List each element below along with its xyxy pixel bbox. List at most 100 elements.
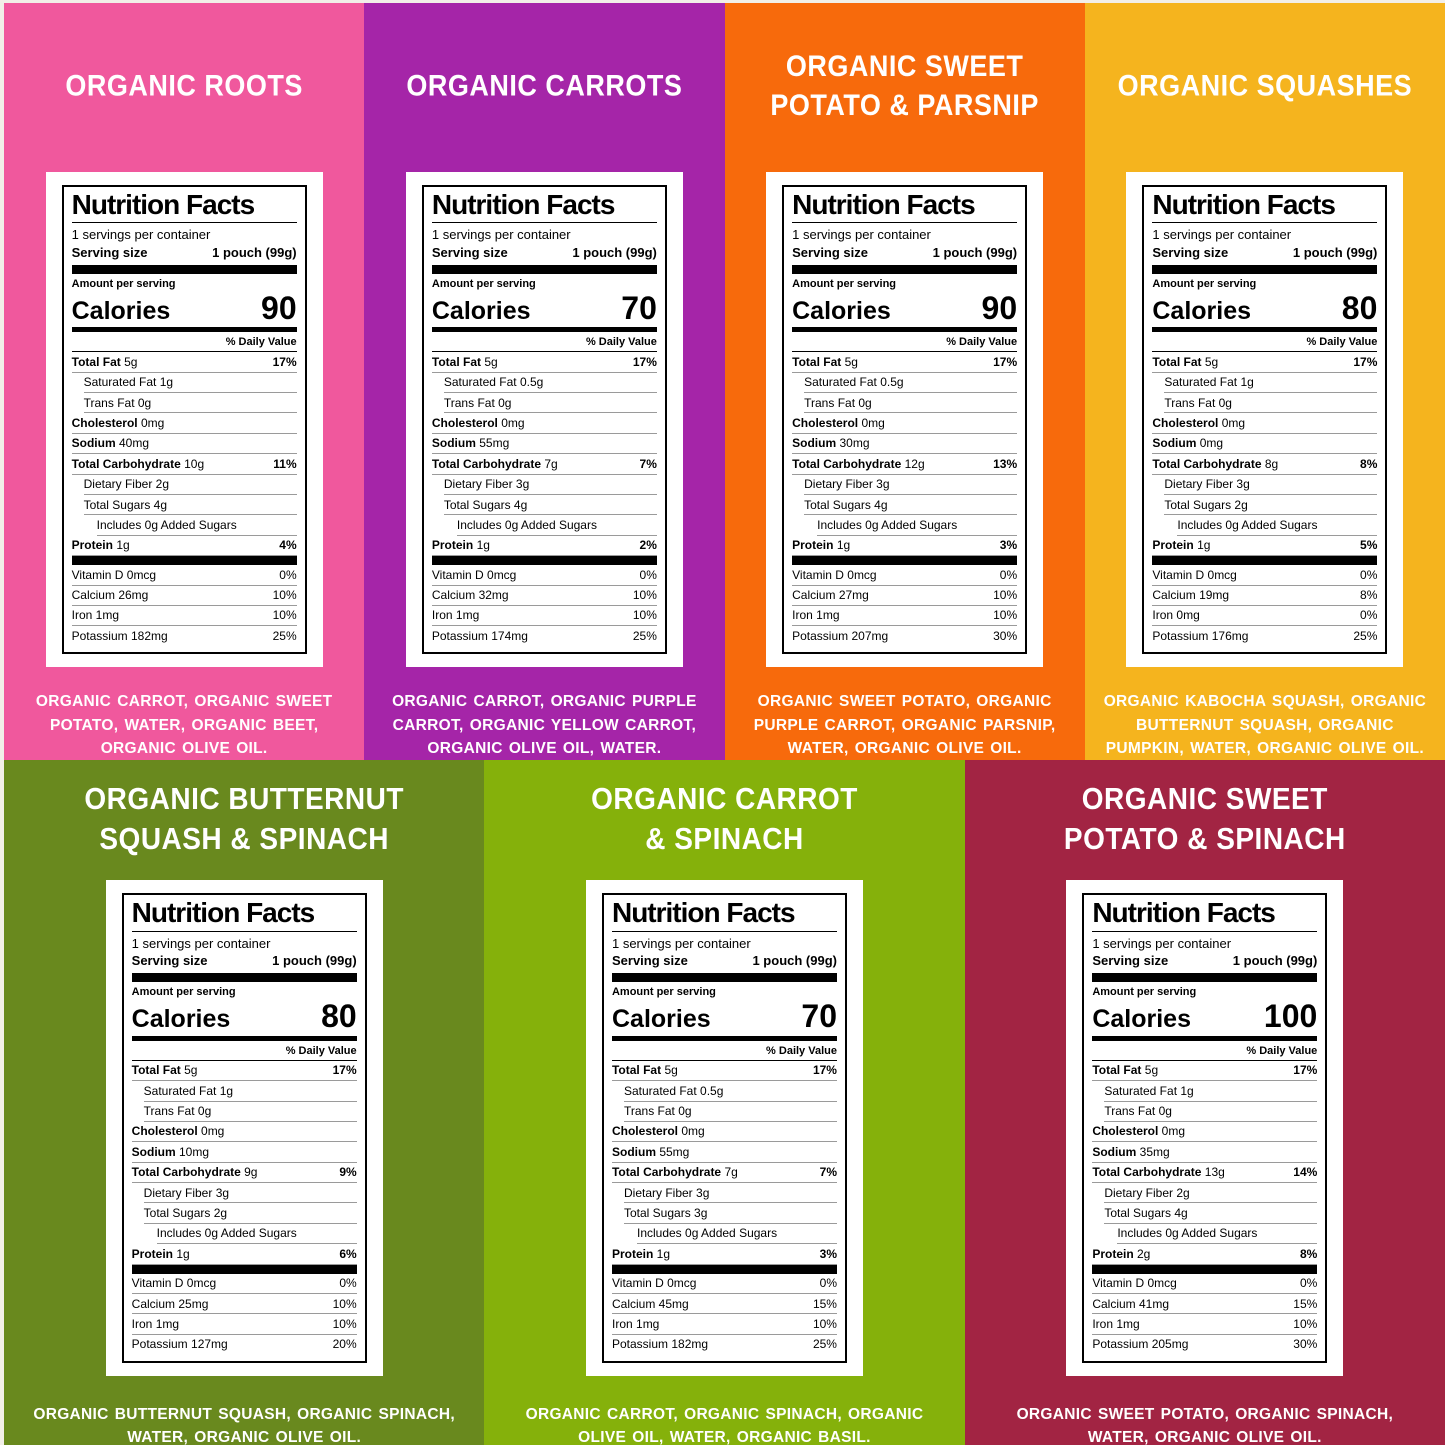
nutrient-name-value: Cholesterol 0mg: [132, 1124, 225, 1138]
daily-value-percent: 14%: [1293, 1165, 1318, 1180]
nutrient-row: Total Sugars 4g: [443, 495, 657, 516]
nutrient-amount: 176mg: [1211, 628, 1249, 643]
nutrient-name: Sodium: [71, 436, 116, 451]
nutrient-row: Cholesterol 0mg: [71, 413, 297, 434]
daily-value-percent: 10%: [993, 608, 1018, 623]
nutrient-name-value: Cholesterol 0mg: [612, 1124, 705, 1138]
nutrient-name-value: Includes 0g Added Sugars: [157, 1226, 297, 1240]
nutrient-name-value: Saturated Fat 0.5g: [804, 375, 903, 389]
nutrient-name-value: Potassium 176mg: [1152, 629, 1248, 643]
nutrient-amount: 1g: [1197, 538, 1211, 553]
nutrient-name: Iron: [131, 1316, 153, 1331]
nutrient-name: Includes 0g Added Sugars: [636, 1226, 778, 1241]
vitamin-rows: Vitamin D 0mcg 0% Calcium 25mg 10% Iron 1mg 1…: [131, 1274, 357, 1353]
nutrient-row: Total Fat 5g 17%: [1092, 1061, 1318, 1082]
vitamin-row: Iron 0mg 0%: [1152, 606, 1378, 627]
nutrient-name-value: Trans Fat 0g: [144, 1104, 212, 1118]
nutrient-name-value: Potassium 182mg: [612, 1337, 708, 1351]
nutrient-name-value: Includes 0g Added Sugars: [1177, 518, 1317, 532]
nutrient-name: Cholesterol: [1092, 1124, 1159, 1139]
vitamin-row: Calcium 19mg 8%: [1152, 586, 1378, 606]
nutrient-name-value: Calcium 41mg: [1092, 1297, 1169, 1311]
divider-thick: [1152, 556, 1378, 566]
nutrient-rows: Total Fat 5g 17% Saturated Fat 1g Trans Fat…: [1092, 1061, 1318, 1265]
nutrient-amount: 0mcg: [1147, 1276, 1177, 1291]
flavor-panel: ORGANIC CARROTS Nutrition Facts 1 servin…: [364, 3, 725, 760]
nutrient-row: Includes 0g Added Sugars: [156, 1224, 357, 1245]
nutrient-name: Saturated Fat: [443, 375, 517, 390]
nutrient-name-value: Trans Fat 0g: [804, 396, 872, 410]
nutrient-row: Total Carbohydrate 13g 14%: [1092, 1163, 1318, 1184]
flavor-panel: ORGANIC SWEET POTATO & SPINACH Nutrition …: [964, 760, 1445, 1445]
nutrient-amount: 0g: [1158, 1104, 1172, 1119]
vitamin-row: Vitamin D 0mcg 0%: [1152, 565, 1378, 586]
serving-size-value: 1 pouch (99g): [752, 953, 837, 969]
nutrient-name-value: Sodium 55mg: [432, 436, 509, 450]
vitamin-rows: Vitamin D 0mcg 0% Calcium 32mg 10% Iron 1mg 1…: [431, 565, 657, 644]
nutrient-name-value: Protein 1g: [792, 538, 850, 552]
ingredients-text: ORGANIC CARROT, ORGANIC SPINACH, ORGANIC…: [525, 1405, 924, 1445]
nutrient-row: Cholesterol 0mg: [611, 1122, 837, 1143]
servings-per-container: 1 servings per container: [71, 227, 211, 243]
nutrient-name: Saturated Fat: [1104, 1083, 1178, 1098]
nutrient-name-value: Sodium 35mg: [1092, 1145, 1169, 1159]
nutrient-row: Includes 0g Added Sugars: [96, 515, 297, 536]
nutrient-name: Trans Fat: [804, 395, 856, 410]
nutrient-name: Cholesterol: [131, 1124, 198, 1139]
nutrient-row: Saturated Fat 0.5g: [804, 373, 1018, 394]
nutrient-amount: 0.5g: [700, 1083, 724, 1098]
nutrition-facts-label: Nutrition Facts 1 servings per container…: [421, 184, 667, 655]
vitamin-row: Vitamin D 0mcg 0%: [1092, 1274, 1318, 1295]
nutrient-amount: 1mg: [455, 608, 480, 623]
calories-value: 100: [1263, 998, 1318, 1035]
vitamin-rows: Vitamin D 0mcg 0% Calcium 27mg 10% Iron 1mg 1…: [792, 565, 1018, 644]
nutrient-name: Total Sugars: [1164, 497, 1232, 512]
nutrient-name: Calcium: [611, 1296, 656, 1311]
nutrient-amount: 0g: [858, 395, 872, 410]
nutrient-name-value: Dietary Fiber 3g: [1164, 477, 1249, 491]
vitamin-row: Potassium 205mg 30%: [1092, 1335, 1317, 1353]
nutrient-row: Total Sugars 4g: [804, 495, 1018, 516]
nutrient-name-value: Total Sugars 4g: [1104, 1206, 1187, 1220]
daily-value-percent: 0%: [339, 1276, 357, 1291]
serving-size-value: 1 pouch (99g): [932, 244, 1018, 260]
daily-value-header: % Daily Value: [131, 1041, 357, 1061]
nutrient-row: Protein 1g 4%: [71, 536, 297, 557]
flavor-panel: ORGANIC SQUASHES Nutrition Facts 1 servi…: [1084, 3, 1445, 760]
servings-per-container: 1 servings per container: [431, 227, 571, 243]
divider-thick: [792, 556, 1018, 566]
nutrient-name: Cholesterol: [792, 415, 859, 430]
nutrient-name: Protein: [792, 538, 834, 553]
nutrient-amount: 1g: [836, 538, 851, 553]
nutrient-name: Sodium: [1092, 1144, 1137, 1159]
vitamin-row: Iron 1mg 10%: [1092, 1314, 1318, 1335]
nutrient-name: Cholesterol: [611, 1124, 678, 1139]
daily-value-percent: 0%: [279, 567, 297, 582]
nutrient-name: Dietary Fiber: [1164, 477, 1234, 492]
nutrition-facts-label: Nutrition Facts 1 servings per container…: [601, 893, 847, 1363]
divider-medium: [611, 1035, 837, 1041]
amount-per-serving: Amount per serving: [611, 986, 716, 999]
nutrition-facts-label: Nutrition Facts 1 servings per container…: [121, 893, 367, 1363]
nutrient-name-value: Saturated Fat 1g: [84, 375, 173, 389]
nutrient-amount: 0g: [137, 395, 152, 410]
nutrient-name-value: Total Carbohydrate 9g: [132, 1165, 258, 1179]
vitamin-rows: Vitamin D 0mcg 0% Calcium 26mg 10% Iron 1mg 1…: [71, 565, 297, 644]
nutrient-row: Total Sugars 4g: [1104, 1203, 1318, 1224]
row-bottom: ORGANIC BUTTERNUT SQUASH & SPINACH Nutrit…: [4, 760, 1445, 1445]
vitamin-rows: Vitamin D 0mcg 0% Calcium 19mg 8% Iron 0mg 0%…: [1152, 565, 1378, 644]
daily-value-percent: 17%: [632, 354, 657, 369]
nutrition-facts-label: Nutrition Facts 1 servings per container…: [1082, 893, 1328, 1363]
nutrient-name-value: Iron 1mg: [432, 608, 479, 622]
nutrient-rows: Total Fat 5g 17% Saturated Fat 1g Trans Fat…: [1152, 352, 1378, 557]
daily-value-percent: 17%: [1353, 354, 1378, 369]
nutrient-name: Total Sugars: [1104, 1205, 1172, 1220]
nutrient-name-value: Cholesterol 0mg: [1152, 416, 1245, 430]
flavor-title: ORGANIC BUTTERNUT SQUASH & SPINACH: [84, 780, 404, 860]
daily-value-percent: 9%: [339, 1165, 357, 1180]
nutrient-amount: 5g: [1144, 1063, 1159, 1078]
nutrition-facts-heading: Nutrition Facts: [431, 190, 657, 224]
calories-label: Calories: [131, 1005, 231, 1033]
ingredients-text: ORGANIC CARROT, ORGANIC SWEET POTATO, WA…: [35, 693, 333, 757]
nutrient-name-value: Saturated Fat 1g: [1164, 375, 1253, 389]
